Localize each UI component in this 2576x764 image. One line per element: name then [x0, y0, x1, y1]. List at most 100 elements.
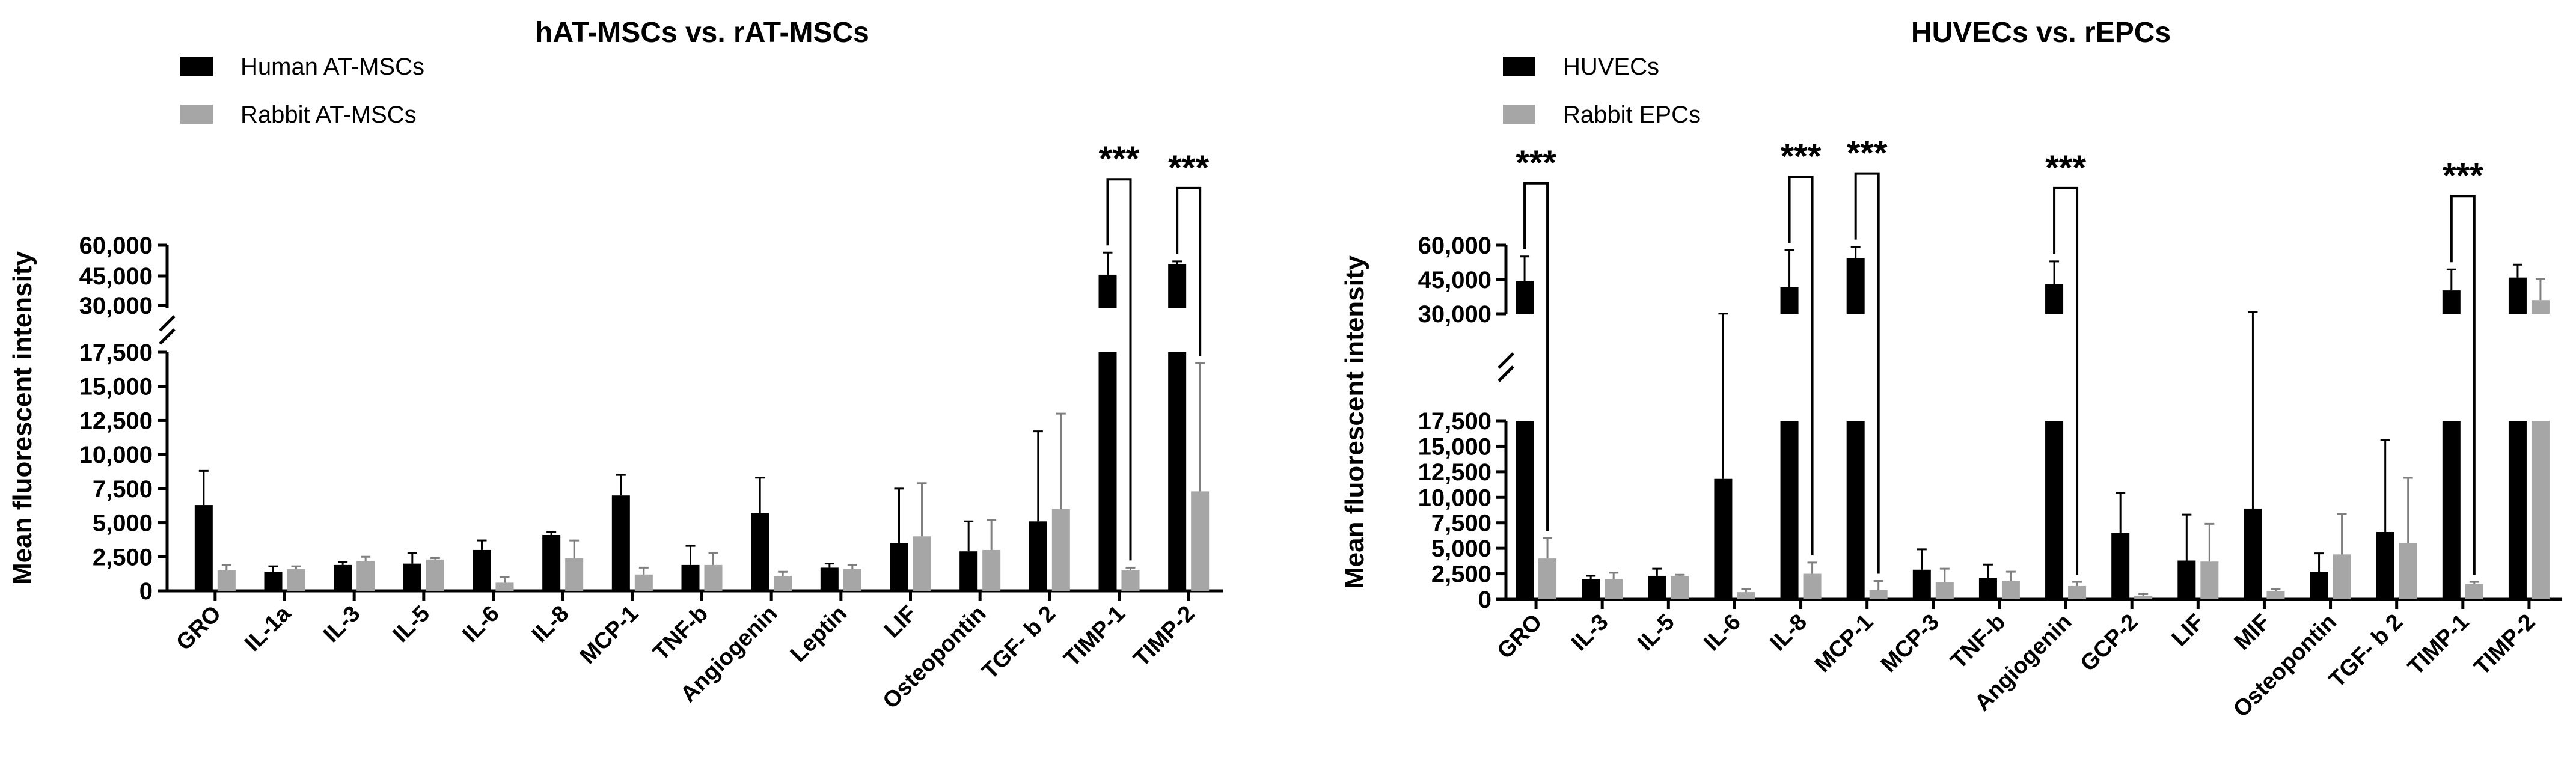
bar-rabbit-at-mscs-tnf-b [704, 564, 723, 591]
bar-rabbit-at-mscs-timp-2 [1191, 491, 1210, 591]
bar-rabbit-at-mscs-il-5 [426, 559, 444, 591]
y-tick-label: 17,500 [1418, 408, 1491, 435]
y-tick-label: 2,500 [93, 544, 153, 570]
x-tick-label-leptin: Leptin [786, 601, 852, 667]
bar-huvecs-angiogenin [2045, 284, 2064, 314]
bar-rabbit-epcs-lif [2200, 561, 2219, 599]
significance-label-timp-2: *** [1168, 148, 1209, 188]
bar-huvecs-il-8 [1780, 287, 1799, 314]
bar-human-at-mscs-leptin [820, 567, 839, 591]
y-tick-label: 0 [139, 578, 153, 605]
axis-break-mark [159, 315, 176, 332]
x-tick-label-il-6: IL-6 [457, 601, 504, 647]
significance-label-gro: *** [1516, 144, 1556, 183]
bar-rabbit-epcs-il-6 [1737, 592, 1755, 599]
bar-rabbit-at-mscs-gro [217, 570, 236, 591]
bar-rabbit-epcs-il-5 [1671, 575, 1689, 599]
bar-human-at-mscs-il-5 [403, 563, 421, 591]
y-tick-label: 7,500 [1431, 510, 1491, 537]
bar-huvecs-angiogenin-lower [2045, 421, 2064, 599]
x-tick-label-mcp-1: MCP-1 [1810, 610, 1878, 677]
x-tick-label-tnf-b: TNF-b [1946, 610, 2010, 674]
bar-rabbit-at-mscs-osteopontin [982, 549, 1001, 591]
legend-label-rabbit-epcs: Rabbit EPCs [1563, 102, 1701, 128]
bar-huvecs-osteopontin [2310, 572, 2328, 599]
bar-huvecs-il-3 [1582, 579, 1600, 599]
y-tick-label: 15,000 [79, 374, 153, 400]
bar-huvecs-tgf-b-2 [2376, 531, 2394, 599]
significance-bracket-angiogenin [2053, 186, 2079, 575]
bar-human-at-mscs-il-1a [264, 572, 283, 591]
bar-rabbit-at-mscs-il-8 [565, 558, 584, 591]
bar-rabbit-epcs-timp-2 [2531, 300, 2550, 314]
x-tick-label-gro: GRO [1493, 610, 1547, 664]
bar-huvecs-timp-2-lower [2508, 421, 2527, 599]
x-tick-label-il-5: IL-5 [388, 601, 435, 647]
bar-rabbit-at-mscs-tgf-b-2 [1051, 509, 1070, 591]
bar-human-at-mscs-timp-2 [1168, 264, 1187, 308]
y-axis-label: Mean fluorescent intensity [1340, 255, 1369, 589]
bar-rabbit-epcs-timp-2-lower [2531, 421, 2550, 599]
x-tick-label-mif: MIF [2230, 610, 2275, 655]
axis-break-mark [1498, 365, 1514, 382]
y-tick-label: 5,000 [93, 510, 153, 537]
bar-huvecs-mcp-3 [1912, 569, 1931, 599]
bar-rabbit-epcs-angiogenin [2068, 585, 2087, 599]
y-tick-label: 10,000 [79, 442, 153, 468]
legend-label-rabbit-at-mscs: Rabbit AT-MSCs [240, 102, 417, 128]
x-tick-label-gcp-2: GCP-2 [2076, 610, 2143, 677]
x-tick-label-tgf-b-2: TGF- b 2 [977, 601, 1061, 685]
bar-rabbit-epcs-gcp-2 [2134, 596, 2153, 599]
bar-rabbit-at-mscs-il-3 [356, 561, 375, 591]
chart-title: HUVECs vs. rEPCs [1911, 17, 2171, 49]
y-tick-label: 2,500 [1431, 561, 1491, 588]
x-tick-label-tnf-b: TNF-b [649, 601, 713, 665]
y-tick-label: 45,000 [79, 263, 153, 290]
x-tick-label-il-6: IL-6 [1699, 610, 1745, 656]
bar-rabbit-at-mscs-leptin [843, 569, 861, 591]
bar-huvecs-lif [2177, 560, 2196, 599]
bar-huvecs-il-8-lower [1780, 421, 1799, 599]
significance-bracket-il-8 [1788, 176, 1814, 555]
significance-bracket-mcp-1 [1854, 172, 1880, 574]
significance-bracket-gro [1523, 182, 1549, 531]
bar-rabbit-at-mscs-lif [913, 536, 931, 591]
y-tick-label: 12,500 [1418, 459, 1491, 486]
bar-huvecs-mcp-1-lower [1846, 421, 1865, 599]
chart-panel-left: hAT-MSCs vs. rAT-MSCs Mean fluorescent in… [8, 17, 1223, 714]
y-tick-label: 17,500 [79, 340, 153, 366]
axis-break-mark [1498, 352, 1514, 369]
legend-swatch-huvecs [1503, 57, 1535, 76]
x-tick-label-il-1a: IL-1a [240, 601, 296, 656]
chart-title: hAT-MSCs vs. rAT-MSCs [535, 17, 869, 49]
bar-rabbit-epcs-tgf-b-2 [2399, 543, 2417, 599]
bar-human-at-mscs-lif [890, 543, 908, 591]
legend-swatch-rabbit-epcs [1503, 105, 1535, 124]
x-tick-label-tgf-b-2: TGF- b 2 [2324, 610, 2408, 693]
bar-rabbit-epcs-gro [1538, 558, 1557, 599]
bar-huvecs-gro [1516, 281, 1534, 314]
bar-human-at-mscs-il-3 [334, 564, 352, 591]
bar-huvecs-tnf-b [1978, 578, 1997, 599]
bar-rabbit-epcs-il-8 [1803, 573, 1822, 599]
bar-rabbit-epcs-mif [2266, 591, 2285, 599]
bar-huvecs-il-5 [1648, 575, 1666, 599]
legend-swatch-human-at-mscs [180, 57, 213, 76]
bar-rabbit-at-mscs-il-1a [287, 569, 305, 591]
x-tick-label-timp-1: TIMP-1 [2403, 610, 2474, 680]
y-axis-label: Mean fluorescent intensity [8, 251, 37, 585]
x-tick-label-il-8: IL-8 [527, 601, 574, 647]
y-tick-label: 30,000 [79, 293, 153, 319]
bar-rabbit-epcs-osteopontin [2333, 554, 2351, 599]
bar-rabbit-at-mscs-il-6 [495, 582, 514, 591]
x-tick-label-il-3: IL-3 [1567, 610, 1613, 656]
bar-huvecs-timp-1 [2442, 290, 2461, 314]
x-tick-label-il-8: IL-8 [1765, 610, 1811, 656]
significance-label-angiogenin: *** [2045, 148, 2086, 188]
significance-label-il-8: *** [1781, 137, 1822, 176]
bar-huvecs-timp-1-lower [2442, 421, 2461, 599]
x-tick-label-gro: GRO [171, 601, 226, 656]
bar-huvecs-mcp-1 [1846, 258, 1865, 314]
bar-human-at-mscs-gro [194, 505, 213, 591]
